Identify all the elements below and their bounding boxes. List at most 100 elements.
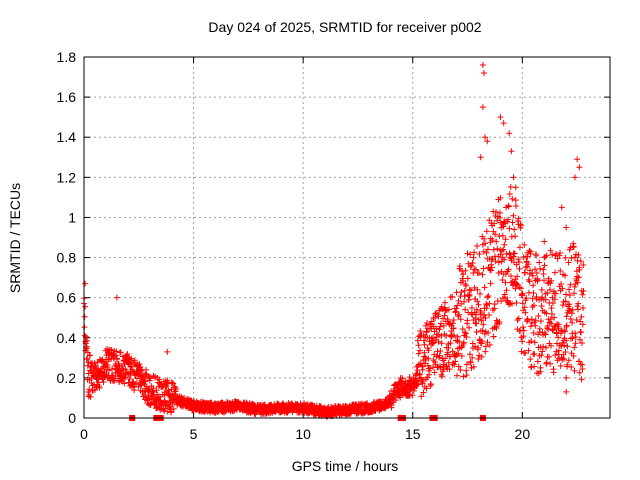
data-point (496, 209, 503, 216)
data-point (463, 282, 470, 289)
data-point (555, 351, 562, 358)
data-point (576, 164, 583, 171)
data-point (118, 362, 125, 369)
data-point (492, 258, 499, 265)
data-point (580, 261, 587, 268)
data-point (108, 347, 115, 354)
data-point (469, 259, 476, 266)
data-point (571, 290, 578, 297)
data-point (499, 232, 506, 239)
data-point (113, 348, 120, 355)
data-point (467, 359, 474, 366)
data-point (479, 338, 486, 345)
data-point (568, 254, 575, 261)
data-point (136, 361, 143, 368)
data-point (166, 398, 173, 405)
data-point (525, 347, 532, 354)
data-point (173, 385, 180, 392)
data-point (113, 294, 120, 301)
data-point (548, 305, 555, 312)
y-tick-label: 0.2 (57, 370, 77, 386)
y-tick-label: 0.6 (57, 290, 77, 306)
data-point (548, 277, 555, 284)
data-point (473, 320, 480, 327)
data-point (449, 348, 456, 355)
data-point (96, 384, 103, 391)
data-point (479, 271, 486, 278)
data-point (468, 304, 475, 311)
data-point (527, 356, 534, 363)
data-point (512, 285, 519, 292)
data-point (458, 353, 465, 360)
data-point (497, 114, 504, 121)
data-point (494, 245, 501, 252)
data-point (488, 264, 495, 271)
data-point (503, 251, 510, 258)
data-point (558, 343, 565, 350)
data-point (512, 197, 519, 204)
data-point (467, 251, 474, 258)
data-point (553, 348, 560, 355)
data-point (505, 203, 512, 210)
data-point (491, 301, 498, 308)
data-point (480, 248, 487, 255)
data-point (426, 367, 433, 374)
data-point (524, 317, 531, 324)
data-point (469, 354, 476, 361)
data-point (522, 350, 529, 357)
data-point (438, 340, 445, 347)
data-point (540, 271, 547, 278)
data-point (520, 327, 527, 334)
data-point (451, 361, 458, 368)
data-point (168, 408, 175, 415)
data-point (477, 154, 484, 161)
data-point (541, 238, 548, 245)
data-point (555, 347, 562, 354)
axis-ticks: 0 0.2 0.4 0.6 0.8 1 1.2 1.4 1.6 1.8 0 5 10 15 20 (57, 49, 610, 442)
data-point (115, 360, 122, 367)
data-point (500, 246, 507, 253)
data-point (544, 290, 551, 297)
data-point (82, 280, 89, 287)
data-point (530, 330, 537, 337)
data-point (475, 344, 482, 351)
data-point (578, 339, 585, 346)
data-point (580, 305, 587, 312)
data-point (507, 184, 514, 191)
data-point (485, 329, 492, 336)
data-point (459, 277, 466, 284)
data-point (436, 352, 443, 359)
data-point (464, 250, 471, 257)
data-point (514, 273, 521, 280)
data-point (575, 300, 582, 307)
data-point (114, 356, 121, 363)
data-point (466, 286, 473, 293)
data-point (563, 374, 570, 381)
data-point (515, 215, 522, 222)
data-point (464, 317, 471, 324)
data-point (445, 306, 452, 313)
data-point (507, 251, 514, 258)
data-point (513, 299, 520, 306)
data-point (543, 359, 550, 366)
data-point (496, 318, 503, 325)
data-point (560, 355, 567, 362)
data-point (447, 340, 454, 347)
data-point (435, 338, 442, 345)
data-point (162, 405, 169, 412)
data-point (511, 250, 518, 257)
data-point (577, 318, 584, 325)
data-point (498, 247, 505, 254)
data-point (490, 333, 497, 340)
plot-frame (83, 56, 611, 419)
data-point (436, 326, 443, 333)
data-point (84, 362, 91, 369)
data-point (153, 387, 160, 394)
data-point (567, 281, 574, 288)
data-point (531, 339, 538, 346)
data-point (484, 246, 491, 253)
data-point (538, 286, 545, 293)
data-point (543, 252, 550, 259)
data-point (576, 266, 583, 273)
